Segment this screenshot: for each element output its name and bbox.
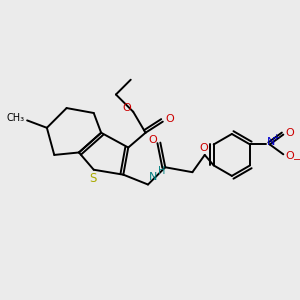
Text: O: O bbox=[286, 128, 295, 138]
Text: H: H bbox=[158, 166, 165, 176]
Text: N: N bbox=[149, 172, 157, 182]
Text: O: O bbox=[199, 142, 208, 152]
Text: O: O bbox=[166, 114, 175, 124]
Text: +: + bbox=[272, 133, 280, 142]
Text: S: S bbox=[89, 172, 96, 185]
Text: N: N bbox=[267, 137, 275, 148]
Text: O: O bbox=[123, 103, 131, 113]
Text: −: − bbox=[293, 155, 300, 166]
Text: O: O bbox=[286, 151, 295, 160]
Text: CH₃: CH₃ bbox=[7, 113, 25, 123]
Text: O: O bbox=[148, 135, 157, 145]
